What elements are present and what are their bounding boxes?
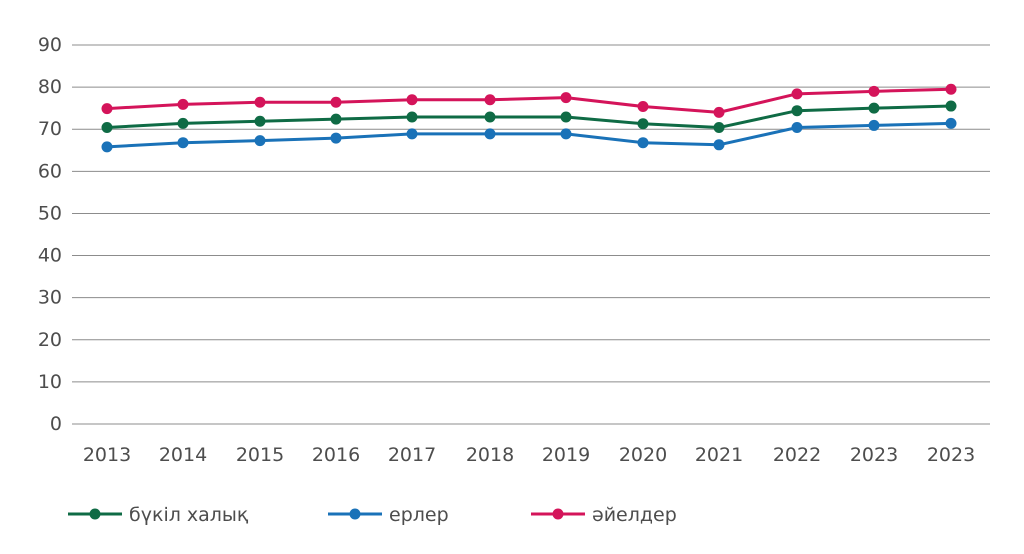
- x-tick-label: 2017: [388, 444, 436, 466]
- x-tick-label: 2019: [542, 444, 590, 466]
- data-point: [713, 122, 725, 134]
- x-axis-tick-labels: 2013 2014 2015 2016 2017 2018 2019 2020 2021 2022…: [83, 444, 975, 466]
- x-tick-label: 2022: [773, 444, 821, 466]
- series-2: [101, 117, 957, 153]
- x-tick-label: 2020: [619, 444, 667, 466]
- y-tick-label: 50: [38, 202, 62, 224]
- x-tick-label: 2018: [466, 444, 514, 466]
- data-point: [101, 103, 113, 115]
- series-line: [106, 104, 952, 130]
- y-tick-label: 40: [38, 245, 62, 267]
- data-point: [406, 128, 418, 140]
- x-tick-label: 2014: [159, 444, 207, 466]
- data-point: [177, 98, 189, 110]
- y-tick-label: 0: [50, 413, 62, 435]
- data-point: [868, 102, 880, 114]
- data-point: [254, 135, 266, 147]
- x-tick-label: 2013: [83, 444, 131, 466]
- legend-label: әйелдер: [592, 504, 677, 526]
- legend-swatch-marker: [349, 508, 361, 520]
- data-point: [713, 106, 725, 118]
- y-tick-label: 10: [38, 371, 62, 393]
- legend-swatch-marker: [89, 508, 101, 520]
- x-tick-label: 2023: [927, 444, 975, 466]
- data-point: [177, 117, 189, 129]
- data-point: [713, 139, 725, 151]
- data-point: [868, 85, 880, 97]
- series-lines: [101, 83, 957, 153]
- x-tick-label: 2021: [695, 444, 743, 466]
- y-tick-label: 70: [38, 118, 62, 140]
- series-1: [101, 100, 957, 134]
- data-point: [330, 96, 342, 108]
- data-point: [560, 92, 572, 104]
- data-point: [484, 94, 496, 106]
- data-point: [254, 115, 266, 127]
- data-point: [637, 137, 649, 149]
- grid-lines: [72, 44, 990, 425]
- data-point: [101, 141, 113, 153]
- y-tick-label: 90: [38, 34, 62, 56]
- y-tick-label: 30: [38, 287, 62, 309]
- y-tick-label: 20: [38, 329, 62, 351]
- data-point: [637, 118, 649, 130]
- legend-item: әйелдер: [531, 504, 677, 526]
- y-axis-tick-labels: 0 10 20 30 40 50 60 70 80 90: [38, 34, 62, 435]
- data-point: [406, 111, 418, 123]
- data-point: [406, 94, 418, 106]
- data-point: [868, 119, 880, 131]
- data-point: [484, 128, 496, 140]
- y-tick-label: 60: [38, 160, 62, 182]
- series-3: [101, 83, 957, 118]
- data-point: [177, 137, 189, 149]
- data-point: [945, 100, 957, 112]
- data-point: [791, 105, 803, 117]
- legend-label: бүкіл халық: [129, 504, 249, 526]
- legend: бүкіл халық ерлер әйелдер: [68, 504, 677, 526]
- legend-label: ерлер: [389, 504, 449, 526]
- legend-item: ерлер: [328, 504, 449, 526]
- legend-item: бүкіл халық: [68, 504, 249, 526]
- x-tick-label: 2016: [312, 444, 360, 466]
- data-point: [560, 128, 572, 140]
- x-tick-label: 2015: [236, 444, 284, 466]
- series-line: [106, 121, 952, 149]
- series-line: [106, 87, 952, 114]
- data-point: [101, 122, 113, 134]
- data-point: [330, 132, 342, 144]
- data-point: [560, 111, 572, 123]
- legend-swatch-marker: [552, 508, 564, 520]
- data-point: [637, 100, 649, 112]
- data-point: [254, 96, 266, 108]
- data-point: [791, 122, 803, 134]
- data-point: [791, 88, 803, 100]
- x-tick-label: 2023: [850, 444, 898, 466]
- data-point: [484, 111, 496, 123]
- data-point: [330, 113, 342, 125]
- y-tick-label: 80: [38, 76, 62, 98]
- data-point: [945, 117, 957, 129]
- data-point: [945, 83, 957, 95]
